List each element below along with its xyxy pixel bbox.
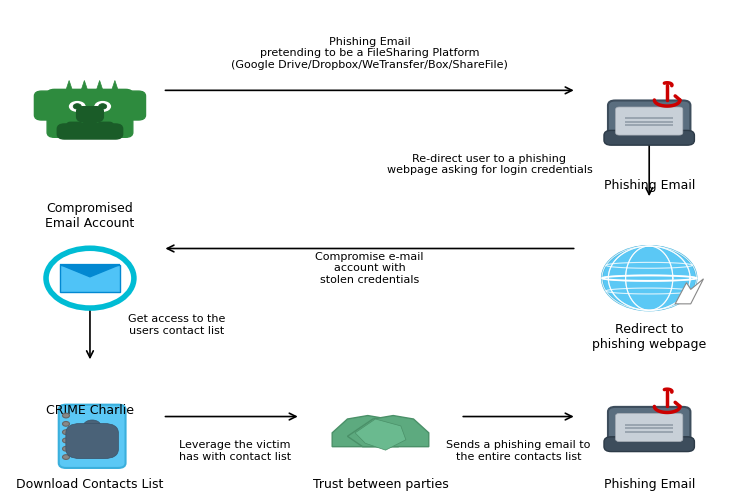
FancyBboxPatch shape [67,122,83,131]
Polygon shape [80,81,89,94]
FancyBboxPatch shape [615,107,682,135]
Text: Phishing Email: Phishing Email [603,179,695,192]
Polygon shape [60,264,120,277]
FancyBboxPatch shape [625,121,673,123]
FancyBboxPatch shape [604,130,694,145]
Polygon shape [65,81,74,94]
FancyBboxPatch shape [604,437,694,452]
FancyBboxPatch shape [625,427,673,429]
Polygon shape [332,415,413,447]
FancyBboxPatch shape [625,124,673,126]
Polygon shape [95,81,104,94]
Circle shape [63,455,69,459]
FancyBboxPatch shape [82,122,98,131]
Circle shape [63,446,69,451]
Circle shape [46,248,134,308]
Text: CRIME Charlie: CRIME Charlie [46,404,134,417]
Circle shape [94,100,112,113]
Text: Sends a phishing email to
the entire contacts list: Sends a phishing email to the entire con… [446,440,591,462]
FancyBboxPatch shape [60,264,120,292]
Text: Trust between parties: Trust between parties [313,478,448,491]
FancyBboxPatch shape [625,431,673,433]
Text: Compromise e-mail
account with
stolen credentials: Compromise e-mail account with stolen cr… [315,251,424,285]
FancyBboxPatch shape [47,89,133,137]
Polygon shape [110,81,119,94]
Circle shape [63,413,69,418]
Text: Compromised
Email Account: Compromised Email Account [45,202,135,230]
FancyBboxPatch shape [66,423,118,459]
Polygon shape [675,279,703,304]
Text: Redirect to
phishing webpage: Redirect to phishing webpage [592,323,706,350]
Text: Get access to the
users contact list: Get access to the users contact list [128,314,226,336]
Circle shape [98,104,107,109]
Circle shape [63,430,69,434]
Text: Phishing Email: Phishing Email [603,478,695,491]
Circle shape [83,420,101,432]
FancyBboxPatch shape [625,117,673,119]
FancyBboxPatch shape [34,91,63,120]
Circle shape [73,104,81,109]
Circle shape [63,421,69,426]
FancyBboxPatch shape [608,407,691,447]
Text: Download Contacts List: Download Contacts List [16,478,164,491]
FancyBboxPatch shape [117,91,145,120]
FancyBboxPatch shape [98,122,113,131]
Circle shape [68,100,86,113]
Text: Re-direct user to a phishing
webpage asking for login credentials: Re-direct user to a phishing webpage ask… [387,154,592,175]
FancyBboxPatch shape [59,405,126,468]
Polygon shape [347,415,429,447]
FancyBboxPatch shape [615,414,682,441]
FancyBboxPatch shape [57,124,123,139]
Circle shape [602,246,697,310]
Polygon shape [355,419,406,450]
Text: Phishing Email
pretending to be a FileSharing Platform
(Google Drive/Dropbox/WeT: Phishing Email pretending to be a FileSh… [231,37,508,70]
Circle shape [63,438,69,443]
FancyBboxPatch shape [77,107,104,122]
Text: Leverage the victim
has with contact list: Leverage the victim has with contact lis… [179,440,291,462]
FancyBboxPatch shape [625,423,673,426]
FancyBboxPatch shape [608,100,691,140]
